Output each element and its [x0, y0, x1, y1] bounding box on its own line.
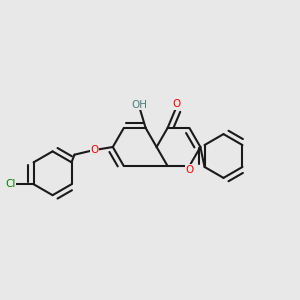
Text: O: O: [90, 145, 98, 155]
Text: O: O: [172, 99, 180, 109]
Text: O: O: [185, 165, 194, 175]
Text: Cl: Cl: [5, 179, 16, 189]
Text: OH: OH: [131, 100, 147, 110]
